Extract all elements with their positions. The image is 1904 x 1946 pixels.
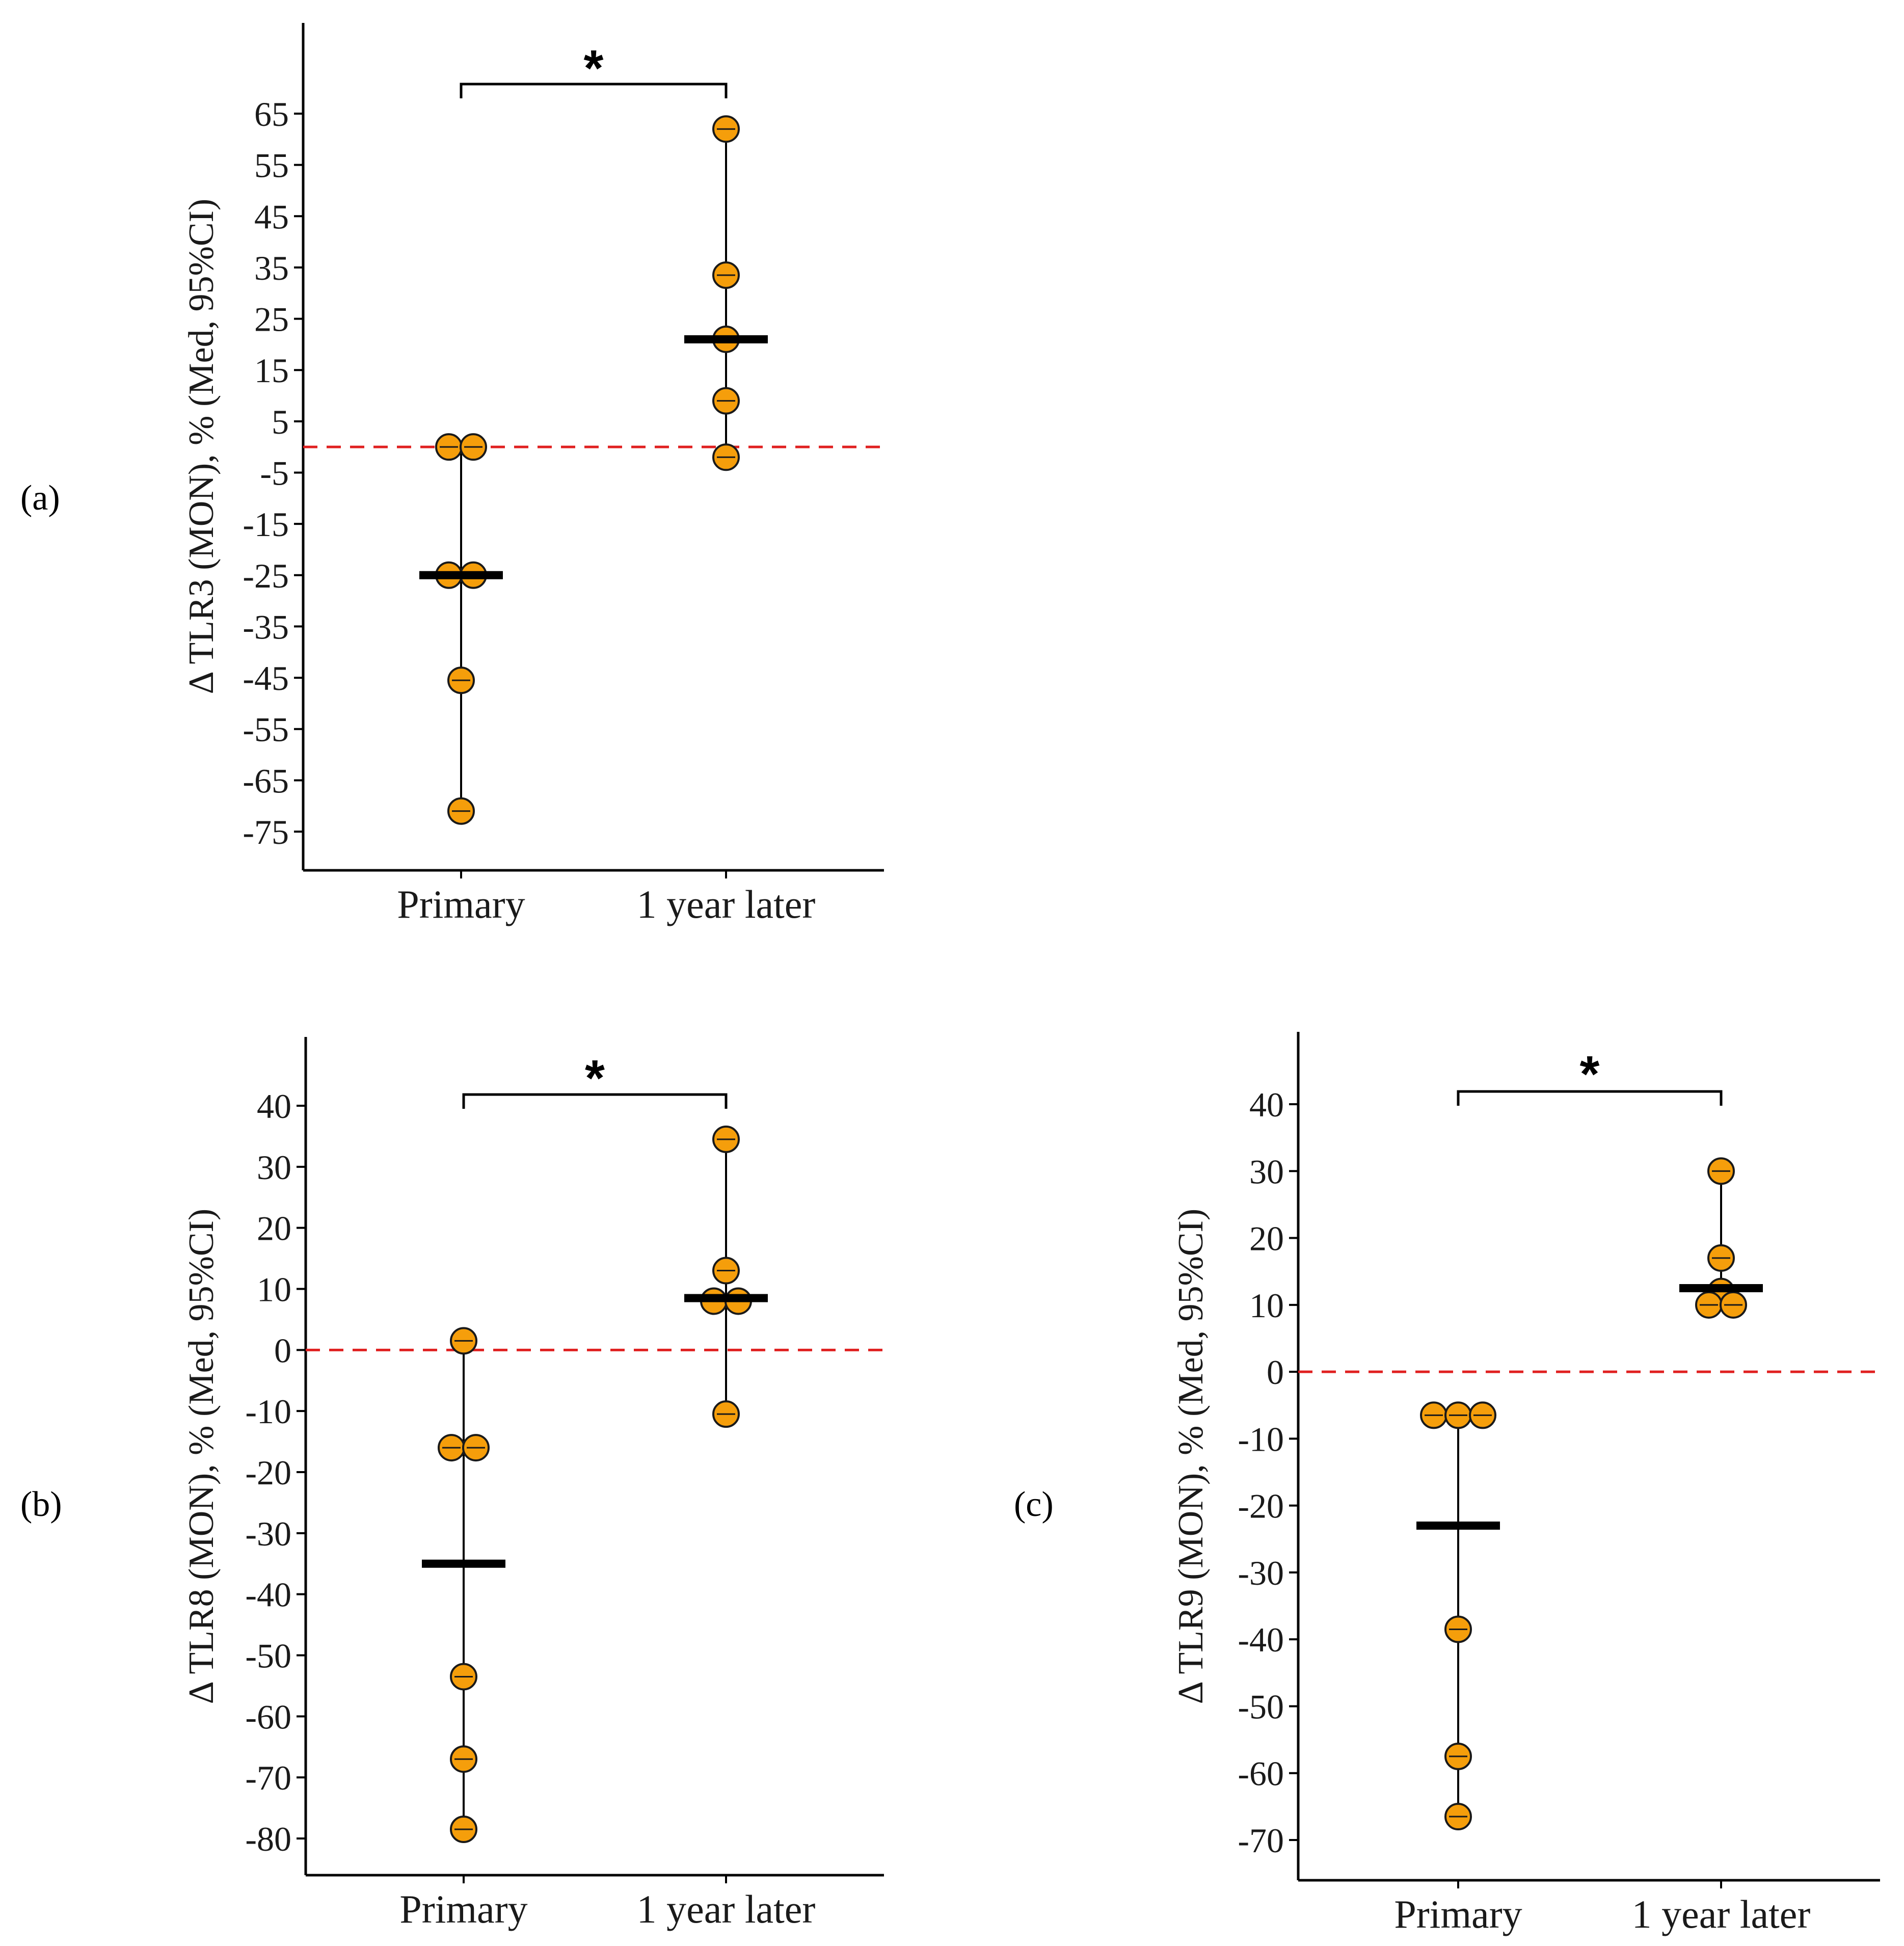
y-tick-label: -75 (243, 813, 289, 851)
panel-label: (c) (1014, 1485, 1054, 1524)
significance-bracket (460, 83, 728, 98)
y-tick-label: 55 (254, 146, 289, 185)
y-tick-label: 45 (254, 197, 289, 236)
y-tick-label: 5 (272, 403, 289, 441)
y-tick-label: -35 (243, 607, 289, 646)
y-tick-label: -60 (1238, 1754, 1284, 1793)
y-tick-label: 65 (254, 95, 289, 134)
y-tick-label: 10 (257, 1270, 291, 1309)
y-tick-label: -5 (260, 454, 289, 493)
y-tick-label: -15 (243, 505, 289, 544)
y-axis-title: Δ TLR8 (MON), % (Med, 95%CI) (182, 1209, 221, 1704)
x-category-label: Primary (399, 1887, 527, 1931)
significance-bracket (1457, 1090, 1723, 1106)
y-tick-label: -40 (1238, 1620, 1284, 1659)
y-tick-label: 20 (1249, 1219, 1284, 1258)
significance-bracket (462, 1093, 728, 1109)
y-tick-label: 40 (1249, 1085, 1284, 1124)
y-tick-label: -50 (245, 1637, 291, 1675)
significance-star: * (1580, 1046, 1600, 1103)
y-tick-label: 35 (254, 249, 289, 287)
y-axis-title: Δ TLR3 (MON), % (Med, 95%CI) (182, 199, 221, 694)
chart-panel-b: (b) 40 30 20 10 0 -10 -20 -30 -40 -50 -60 -70 -80 Prim… (20, 1037, 884, 1931)
significance-star: * (585, 1050, 605, 1107)
chart-panel-a: (a) 65 55 45 35 25 15 5 -5 -15 -25 -35 -45 -55 -65 -75 P… (20, 23, 884, 926)
x-category-label: 1 year later (1632, 1892, 1811, 1936)
chart-panel-c: (c) 40 30 20 10 0 -10 -20 -30 -40 -50 -60 -70 Primary… (1014, 1032, 1880, 1936)
y-tick-label: 20 (257, 1209, 291, 1248)
y-tick-label: 0 (1267, 1353, 1284, 1392)
y-tick-label: -30 (1238, 1554, 1284, 1592)
y-tick-label: -20 (1238, 1487, 1284, 1526)
y-tick-label: 25 (254, 300, 289, 339)
y-tick-label: 30 (257, 1148, 291, 1187)
y-tick-label: 30 (1249, 1152, 1284, 1191)
y-tick-label: -80 (245, 1820, 291, 1858)
y-tick-label: -45 (243, 659, 289, 698)
y-tick-label: -30 (245, 1514, 291, 1553)
panel-label: (b) (20, 1485, 62, 1524)
x-category-label: 1 year later (637, 882, 816, 926)
y-tick-label: -10 (245, 1392, 291, 1431)
y-tick-label: 40 (257, 1087, 291, 1126)
x-category-label: Primary (1394, 1892, 1522, 1936)
y-tick-label: 15 (254, 351, 289, 390)
y-tick-label: -60 (245, 1697, 291, 1736)
y-tick-label: -55 (243, 710, 289, 749)
y-tick-label: -70 (1238, 1821, 1284, 1860)
y-tick-label: 0 (274, 1331, 291, 1370)
y-tick-label: 10 (1249, 1286, 1284, 1325)
y-tick-label: -20 (245, 1453, 291, 1492)
x-category-label: Primary (397, 882, 525, 926)
y-tick-label: -50 (1238, 1687, 1284, 1726)
y-tick-label: -40 (245, 1576, 291, 1614)
x-category-label: 1 year later (637, 1887, 816, 1931)
y-tick-label: -70 (245, 1758, 291, 1797)
y-tick-label: -65 (243, 761, 289, 800)
y-axis-title: Δ TLR9 (MON), % (Med, 95%CI) (1171, 1209, 1211, 1704)
y-tick-label: -25 (243, 556, 289, 595)
y-tick-label: -10 (1238, 1420, 1284, 1458)
significance-star: * (584, 40, 604, 97)
panel-label: (a) (20, 478, 60, 518)
